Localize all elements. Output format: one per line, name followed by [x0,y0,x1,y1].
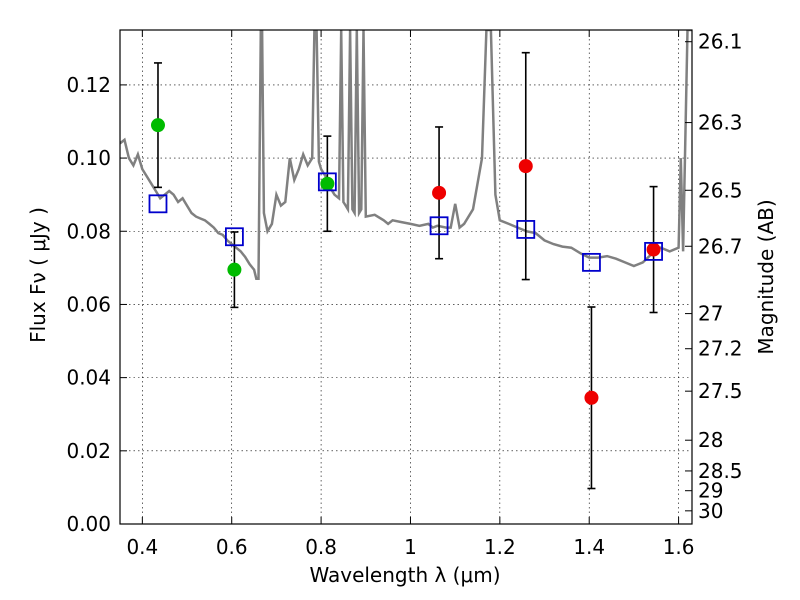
x-tick-label: 1.2 [484,535,516,559]
y-tick-label: 0.10 [66,146,111,170]
y-tick-label: 0.06 [66,292,111,316]
right-tick-label: 27 [698,302,723,326]
model-photometry-point [429,216,449,236]
y-tick-label: 0.02 [66,439,111,463]
x-tick-label: 0.8 [305,535,337,559]
right-tick-label: 28.5 [698,459,743,483]
grid [120,30,692,525]
x-axis-title: Wavelength λ (μm) [309,563,500,587]
right-tick-label: 26.5 [698,178,743,202]
model-photometry-point [644,241,663,261]
plot-frame [119,29,693,525]
model-photometry-point [582,252,601,272]
data-point [320,176,335,191]
data-point [227,262,242,277]
x-tick-label: 1 [404,535,417,559]
data-point [150,118,165,133]
model-spectrum-layer [120,30,692,281]
right-tick-label: 27.2 [698,337,743,361]
model-photometry-point [317,172,337,192]
right-tick-label: 26.7 [698,234,743,258]
y-tick-label: 0.08 [66,219,111,243]
right-axis-title: Magnitude (AB) [754,199,778,354]
right-tick-label: 28 [698,428,723,452]
data-point [646,242,661,257]
model-photometry-point [516,220,536,239]
right-tick-label: 27.5 [698,379,743,403]
data-point [518,159,533,174]
right-tick-label: 29 [698,479,723,503]
data-point [432,185,447,200]
x-tick-label: 0.6 [216,535,248,559]
right-tick-label: 26.1 [698,30,743,54]
model-spectrum-line [120,30,692,281]
y-axis-ticks: 0.00 0.02 0.04 0.06 0.08 0.10 0.12 [66,73,127,536]
x-tick-label: 1.4 [573,535,605,559]
model-photometry-point [148,194,168,214]
y-tick-label: 0.12 [66,73,111,97]
x-tick-label: 0.4 [126,535,158,559]
x-tick-label: 1.6 [663,535,695,559]
x-axis-ticks: 0.4 0.6 0.8 1 1.2 1.4 1.6 [126,30,695,559]
right-tick-label: 30 [698,499,723,523]
y-tick-label: 0.04 [66,366,111,390]
data-point [584,390,599,405]
right-tick-label: 26.3 [698,111,743,135]
y-axis-title: Flux Fν ( μJy ) [26,207,50,343]
marker-layer [148,118,663,405]
y-tick-label: 0.00 [66,512,111,536]
model-photometry-point [224,227,244,247]
